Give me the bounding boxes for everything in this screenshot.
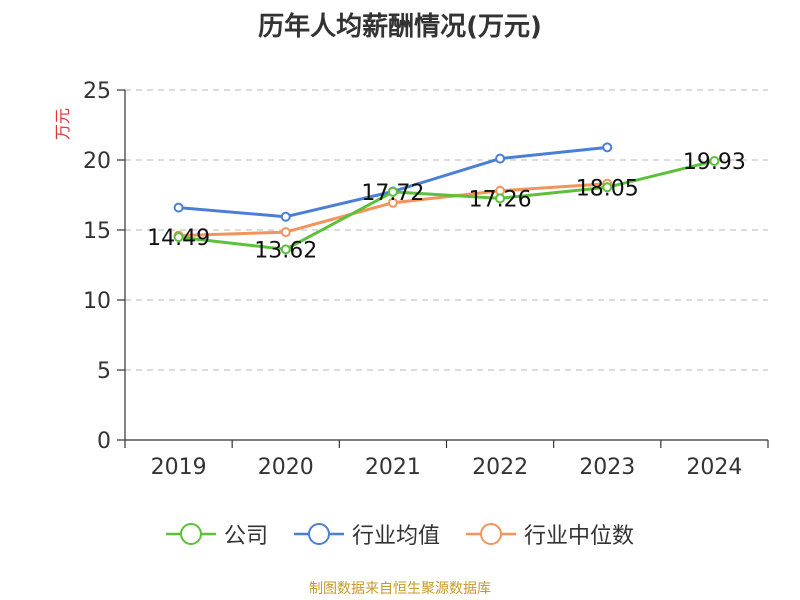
y-tick-label: 20 bbox=[83, 149, 111, 174]
data-point bbox=[280, 244, 291, 255]
legend-marker bbox=[466, 523, 516, 545]
y-tick-label: 0 bbox=[97, 429, 111, 454]
data-label: 17.26 bbox=[469, 187, 532, 212]
data-point bbox=[709, 155, 720, 166]
legend: 公司 行业均值 行业中位数 bbox=[0, 518, 800, 550]
data-point bbox=[387, 186, 398, 197]
legend-label: 公司 bbox=[223, 524, 268, 549]
data-label: 19.93 bbox=[683, 150, 746, 175]
chart-title: 历年人均薪酬情况(万元) bbox=[258, 12, 542, 42]
data-point bbox=[173, 232, 184, 243]
x-tick-label: 2019 bbox=[151, 455, 207, 480]
legend-item[interactable]: 公司 bbox=[165, 518, 268, 550]
legend-item[interactable]: 行业均值 bbox=[293, 518, 440, 550]
x-tick-label: 2020 bbox=[258, 455, 314, 480]
data-label: 17.72 bbox=[361, 181, 424, 206]
y-tick-label: 5 bbox=[97, 359, 111, 384]
data-point bbox=[173, 202, 184, 213]
data-point bbox=[602, 182, 613, 193]
data-point bbox=[280, 227, 291, 238]
legend-marker bbox=[293, 523, 344, 545]
data-point bbox=[495, 193, 506, 204]
legend-circle bbox=[179, 523, 202, 545]
legend-circle bbox=[307, 523, 330, 545]
y-tick-label: 25 bbox=[83, 79, 111, 104]
series-line-0 bbox=[177, 159, 716, 251]
y-tick-label: 10 bbox=[83, 289, 111, 314]
x-tick-label: 2023 bbox=[579, 455, 635, 480]
source-note: 制图数据来自恒生聚源数据库 bbox=[309, 581, 491, 597]
legend-label: 行业中位数 bbox=[524, 524, 635, 549]
legend-circle bbox=[480, 523, 502, 545]
legend-marker bbox=[165, 523, 216, 545]
x-tick-label: 2024 bbox=[686, 455, 742, 480]
data-label: 13.62 bbox=[254, 238, 317, 263]
data-label: 18.05 bbox=[576, 176, 639, 201]
data-point bbox=[495, 153, 506, 164]
x-tick-label: 2021 bbox=[365, 455, 421, 480]
y-tick-label: 15 bbox=[83, 219, 111, 244]
legend-item[interactable]: 行业中位数 bbox=[466, 518, 634, 550]
data-point bbox=[602, 142, 613, 153]
data-point bbox=[387, 197, 398, 208]
data-point bbox=[280, 211, 291, 222]
legend-label: 行业均值 bbox=[351, 524, 440, 549]
data-label: 14.49 bbox=[147, 226, 210, 251]
x-tick-label: 2022 bbox=[472, 455, 528, 480]
y-axis-label: 万元 bbox=[53, 108, 72, 140]
